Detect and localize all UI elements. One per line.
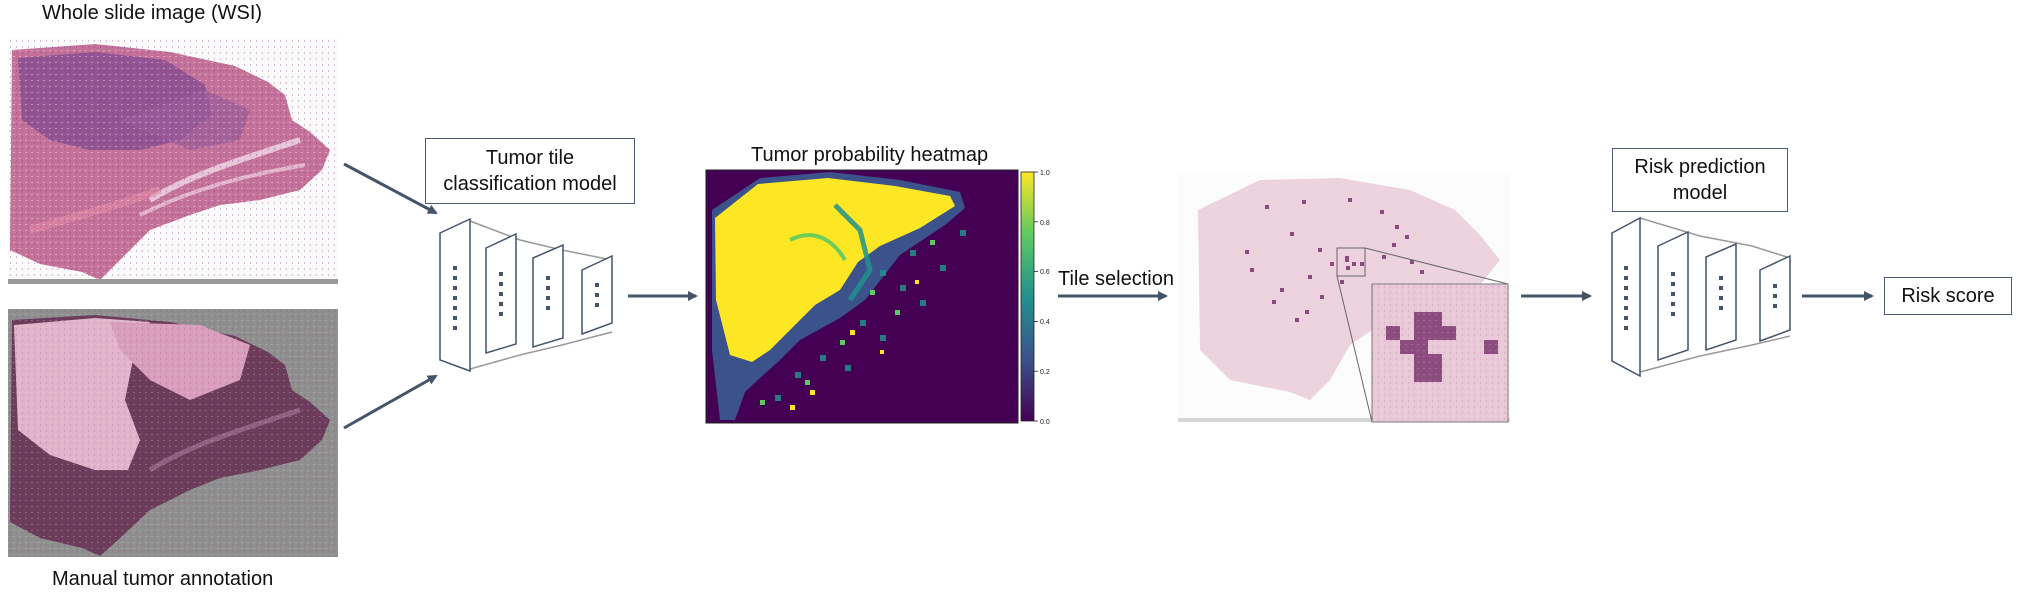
wsi-label: Whole slide image (WSI) xyxy=(42,2,263,24)
risk-model-box: Risk prediction model xyxy=(1612,148,1788,212)
tumor-probability-heatmap xyxy=(705,169,1019,424)
risk-model-line2: model xyxy=(1672,182,1728,204)
tile-selection-label: Tile selection xyxy=(1058,268,1174,290)
colorbar-tick-0: 0.0 xyxy=(1040,419,1050,426)
colorbar-tick-06: 0.6 xyxy=(1040,269,1050,276)
risk-model-line1: Risk prediction xyxy=(1634,156,1766,178)
manual-annotation-image xyxy=(8,309,338,557)
tumor-classifier-network-icon xyxy=(439,217,613,373)
manual-annotation-label: Manual tumor annotation xyxy=(52,568,274,590)
colorbar-tick-02: 0.2 xyxy=(1040,369,1050,376)
arrow-wsi-to-classifier xyxy=(343,162,438,215)
tile-selection-zoom-inset xyxy=(1371,283,1509,423)
colorbar-tick-04: 0.4 xyxy=(1040,319,1050,326)
colorbar-tick-1: 1.0 xyxy=(1040,170,1050,177)
heatmap-title: Tumor probability heatmap xyxy=(751,144,989,166)
risk-score-box: Risk score xyxy=(1884,277,2012,315)
tile-selection-image xyxy=(1178,172,1510,423)
wsi-image xyxy=(8,38,338,284)
tumor-classifier-line1: Tumor tile xyxy=(485,147,575,169)
tumor-classifier-box: Tumor tile classification model xyxy=(425,138,635,204)
heatmap-colorbar: 1.0 0.8 0.6 0.4 0.2 0.0 xyxy=(1020,170,1050,426)
tumor-classifier-line2: classification model xyxy=(443,173,617,195)
arrow-annotation-to-classifier xyxy=(343,374,438,430)
colorbar-tick-08: 0.8 xyxy=(1040,220,1050,227)
risk-model-network-icon xyxy=(1611,216,1791,378)
